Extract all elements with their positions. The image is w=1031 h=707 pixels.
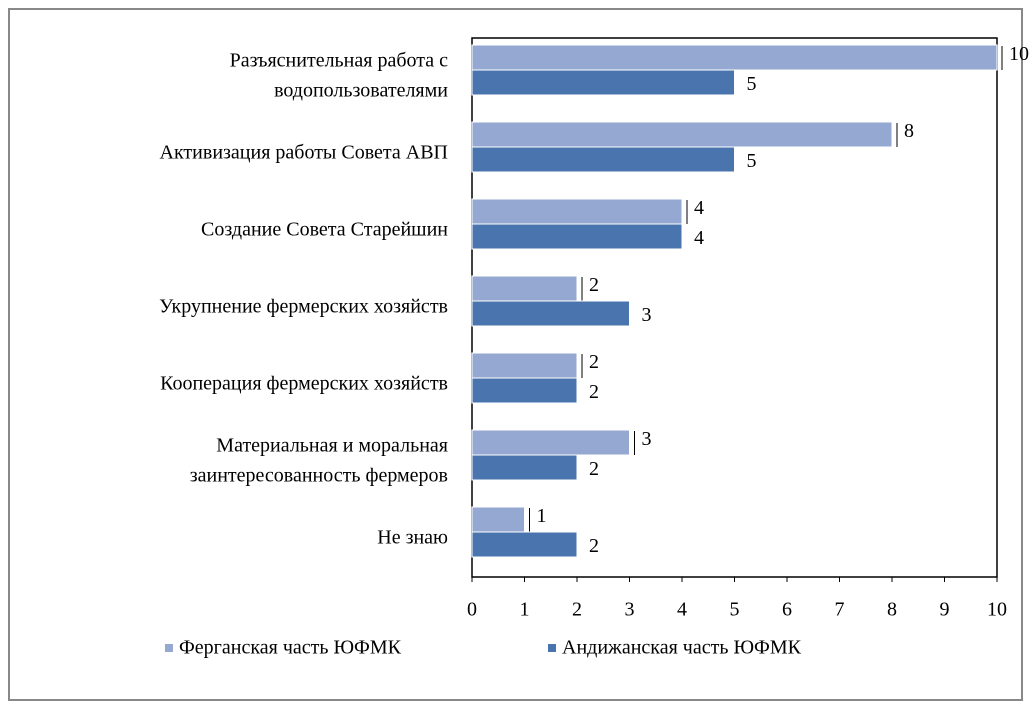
data-label: 2 [589,274,599,296]
bar [471,377,578,404]
x-tick-label: 1 [520,599,530,621]
x-tick-label: 5 [730,599,740,621]
y-tick-label-line: водопользователями [274,79,448,101]
y-tick-label-line: Материальная и моральная [216,434,448,456]
x-tick-label: 10 [987,599,1007,621]
y-tick-label: Разъяснительная работа с водопользователя… [230,49,449,101]
y-tick-label: Укрупнение фермерских хозяйств [159,295,448,317]
bar [471,506,525,533]
bar [471,454,578,481]
bar [471,146,735,173]
data-label: 2 [589,381,599,403]
legend-label: Ферганская часть ЮФМК [179,637,402,659]
data-label: 4 [694,227,704,249]
data-label: 3 [642,304,652,326]
y-tick-label: Не знаю [377,526,448,548]
y-tick-label-line: Кооперация фермерских хозяйств [160,372,448,394]
data-label: 4 [694,197,704,219]
data-label: 8 [904,120,914,142]
x-tick-label: 3 [625,599,635,621]
y-tick-label-line: Не знаю [377,526,448,548]
y-tick-label: Материальная и моральная заинтересованнос… [190,434,448,486]
bar [471,44,998,71]
data-label: 3 [642,428,652,450]
data-label: 10 [1009,43,1029,65]
data-label: 2 [589,458,599,480]
x-tick-label: 9 [940,599,950,621]
bar [471,300,630,327]
legend-swatch [165,644,173,652]
y-tick-label-line: Укрупнение фермерских хозяйств [159,295,448,317]
data-label: 1 [537,505,547,527]
data-label: 5 [747,150,757,172]
x-tick-label: 4 [677,599,687,621]
legend-swatch [548,644,556,652]
y-tick-label: Кооперация фермерских хозяйств [160,372,448,394]
bar [471,352,578,379]
y-tick-label: Активизация работы Совета АВП [160,141,448,163]
bar [471,531,578,558]
bar [471,198,683,225]
x-tick-label: 6 [782,599,792,621]
y-tick-label-line: Активизация работы Совета АВП [160,141,448,163]
bar [471,69,735,96]
y-tick-label-line: Разъяснительная работа с [230,49,449,71]
y-tick-label: Создание Совета Старейшин [201,218,448,240]
bar [471,429,630,456]
x-tick-label: 0 [467,599,477,621]
bar [471,121,893,148]
y-tick-label-line: Создание Совета Старейшин [201,218,448,240]
x-tick-label: 7 [835,599,845,621]
legend-label: Андижанская часть ЮФМК [562,637,802,659]
x-tick-label: 8 [887,599,897,621]
bar [471,223,683,250]
data-label: 5 [747,73,757,95]
y-tick-label-line: заинтересованность фермеров [190,464,448,486]
data-label: 2 [589,351,599,373]
x-tick-label: 2 [572,599,582,621]
bar [471,275,578,302]
data-label: 2 [589,535,599,557]
